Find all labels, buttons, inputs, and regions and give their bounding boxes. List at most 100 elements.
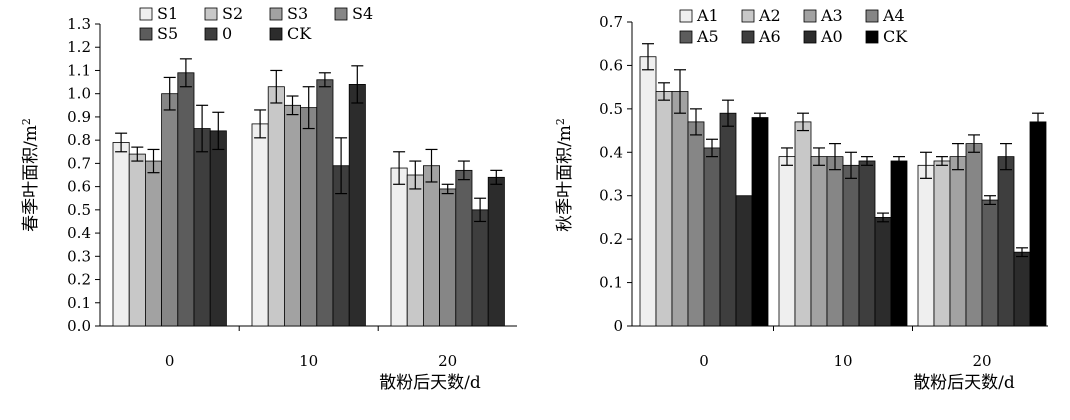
bar-A5-0 [703, 147, 721, 327]
y-tick-label: 1.0 [67, 85, 91, 103]
legend-label-CK: CK [287, 24, 312, 43]
y-tick-label: 0.1 [599, 274, 623, 292]
bar-A0-20 [1013, 251, 1031, 327]
y-tick-label: 1.2 [67, 38, 91, 56]
y-tick-label: 0.9 [67, 108, 91, 126]
legend-swatch-S1 [139, 7, 153, 21]
legend-swatch-A5 [679, 30, 693, 44]
legend-label-0: 0 [222, 24, 232, 43]
y-tick-label: 0.2 [599, 230, 623, 248]
bar-A6-10 [858, 160, 876, 327]
bar-CK-20 [1029, 121, 1047, 327]
bar-S1-20 [390, 167, 408, 327]
y-tick-label: 1.1 [67, 61, 91, 79]
legend-label-S1: S1 [157, 4, 178, 23]
bar-S4-10 [300, 107, 318, 327]
y-tick-label: 0.8 [67, 131, 91, 149]
y-tick-label: 0.6 [67, 178, 91, 196]
bar-A4-0 [687, 121, 705, 327]
legend-label-A1: A1 [696, 6, 719, 25]
bar-A3-10 [810, 156, 828, 327]
bar-S2-10 [267, 86, 285, 327]
bar-S2-20 [406, 174, 424, 327]
y-tick-label: 0.4 [599, 143, 623, 161]
y-tick-label: 0.0 [67, 317, 91, 335]
bar-A5-20 [981, 199, 999, 327]
y-axis-title: 春季叶面积/m2 [20, 118, 42, 232]
legend-label-S3: S3 [287, 4, 308, 23]
legend-swatch-0 [204, 27, 218, 41]
x-tick-label: 20 [438, 352, 457, 370]
legend-swatch-S4 [334, 7, 348, 21]
y-axis-title: 秋季叶面积/m2 [554, 118, 576, 232]
bar-A1-0 [639, 56, 657, 327]
y-tick-label: 0.4 [67, 224, 91, 242]
legend-swatch-A6 [741, 30, 755, 44]
bar-A5-10 [842, 164, 860, 327]
legend-label-A4: A4 [882, 6, 905, 25]
legend-label-S2: S2 [222, 4, 243, 23]
legend-swatch-A2 [741, 9, 755, 23]
y-tick-label: 0.2 [67, 271, 91, 289]
bar-S4-0 [161, 93, 179, 327]
x-tick-label: 0 [165, 352, 175, 370]
bar-A2-0 [655, 91, 673, 327]
x-tick-label: 0 [699, 352, 709, 370]
y-tick-label: 0.7 [67, 154, 91, 172]
bar-A2-10 [794, 121, 812, 327]
bar-A3-20 [949, 156, 967, 327]
legend-swatch-S2 [204, 7, 218, 21]
y-tick-label: 0.3 [67, 247, 91, 265]
bar-A2-20 [933, 160, 951, 327]
bar-A4-20 [965, 143, 983, 327]
bar-CK-0 [751, 117, 769, 327]
y-tick-label: 0.5 [599, 100, 623, 118]
bar-CK-10 [348, 84, 366, 327]
bar-S3-10 [283, 104, 301, 327]
chart-panel-1: 0.0 0.1 0.2 0.3 0.4 0.5 0.6 0.7 0.8 0.9 1.0 1.1 1.2 1… [20, 4, 517, 393]
legend-label-A5: A5 [696, 27, 719, 46]
bar-S3-0 [144, 160, 162, 327]
bar-A3-0 [671, 91, 689, 327]
bar-S1-10 [251, 123, 269, 327]
legend-label-A0: A0 [820, 27, 843, 46]
bar-A6-20 [997, 156, 1015, 327]
legend-swatch-A4 [865, 9, 879, 23]
bar-CK-10 [890, 160, 908, 327]
bar-A0-10 [874, 217, 892, 327]
bar-A4-10 [826, 156, 844, 327]
bar-CK-0 [209, 130, 227, 327]
y-tick-label: 0.1 [67, 294, 91, 312]
bar-0-20 [471, 209, 489, 327]
x-tick-label: 20 [972, 352, 991, 370]
bar-A6-0 [719, 112, 737, 327]
bar-S1-0 [112, 142, 130, 327]
legend-swatch-CK [269, 27, 283, 41]
y-tick-label: 0 [613, 317, 623, 335]
bar-CK-20 [487, 176, 505, 327]
x-tick-label: 10 [299, 352, 318, 370]
legend-swatch-S5 [139, 27, 153, 41]
legend-swatch-S3 [269, 7, 283, 21]
legend-label-S5: S5 [157, 24, 178, 43]
x-axis-title: 散粉后天数/d [379, 373, 481, 393]
y-tick-label: 0.7 [599, 13, 623, 31]
y-tick-label: 1.3 [67, 15, 91, 33]
legend-swatch-A3 [803, 9, 817, 23]
legend-label-A3: A3 [820, 6, 843, 25]
chart-panel-2: 0 0.1 0.2 0.3 0.4 0.5 0.6 0.7 0 10 20 A1 A2 A3 A4 A5 A6 A… [554, 6, 1048, 393]
legend-label-CK: CK [883, 27, 908, 46]
bar-S5-0 [177, 72, 195, 327]
legend-label-A6: A6 [758, 27, 781, 46]
legend-label-S4: S4 [352, 4, 373, 23]
y-tick-label: 0.5 [67, 201, 91, 219]
y-tick-label: 0.6 [599, 56, 623, 74]
bar-S4-20 [439, 188, 457, 327]
legend-swatch-A0 [803, 30, 817, 44]
legend-swatch-A1 [679, 9, 693, 23]
bar-S3-20 [422, 165, 440, 327]
bar-A0-0 [735, 195, 753, 327]
bar-S5-20 [455, 169, 473, 327]
